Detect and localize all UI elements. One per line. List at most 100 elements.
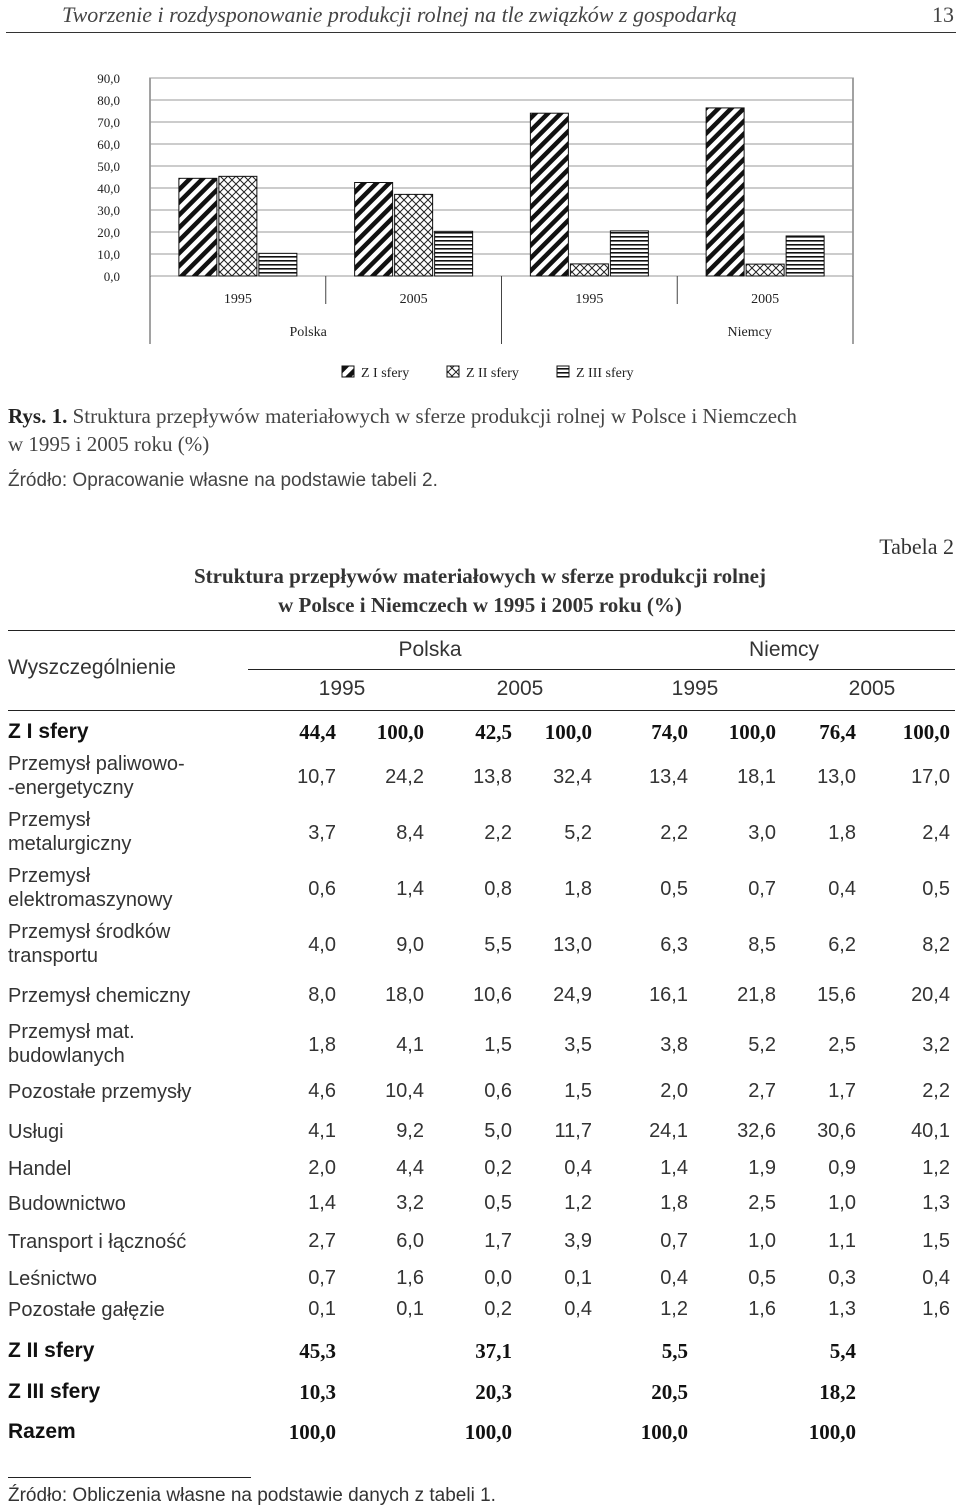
table-cell: 17,0 <box>911 766 950 788</box>
table-row-label-line: Przemysł paliwowo- <box>8 753 185 775</box>
header-rule <box>6 32 956 33</box>
table-source-rule <box>8 1477 251 1478</box>
table-cell: 3,0 <box>748 822 776 844</box>
table-cell: 1,5 <box>922 1230 950 1252</box>
table-cell: 3,8 <box>660 1034 688 1056</box>
table-cell: 0,6 <box>484 1080 512 1102</box>
table-row-label-line: metalurgiczny <box>8 833 132 855</box>
table-cell: 0,5 <box>922 878 950 900</box>
table-row-label: Usługi <box>8 1120 64 1144</box>
table-row-label: Przemysł elektromaszynowy <box>8 864 173 912</box>
country-header-niemcy: Niemcy <box>748 638 819 661</box>
table-row-label-line: Z II sfery <box>8 1339 95 1362</box>
table-cell: 18,2 <box>819 1380 856 1404</box>
table-cell: 2,5 <box>828 1034 856 1056</box>
table-row-label-line: Transport i łączność <box>8 1231 187 1253</box>
table-row-label-line: Z I sfery <box>8 720 89 743</box>
table-cell: 15,6 <box>817 984 856 1006</box>
bar <box>529 112 569 277</box>
table-cell: 24,9 <box>553 984 592 1006</box>
table-cell: 3,5 <box>564 1034 592 1056</box>
bar <box>354 182 394 277</box>
table-cell: 1,2 <box>564 1192 592 1214</box>
table-cell: 0,5 <box>748 1267 776 1289</box>
x-category-label: 1995 <box>224 292 252 307</box>
table-title: Struktura przepływów materiałowych w sfe… <box>0 562 960 620</box>
table-cell: 2,2 <box>660 822 688 844</box>
table-source: Źródło: Obliczenia własne na podstawie d… <box>8 1485 496 1506</box>
table-cell: 1,6 <box>922 1298 950 1320</box>
table-cell: 45,3 <box>299 1339 336 1363</box>
table-cell: 1,9 <box>748 1157 776 1179</box>
table-cell: 5,0 <box>484 1120 512 1142</box>
table-title-line2: w Polsce i Niemczech w 1995 i 2005 roku … <box>278 593 682 617</box>
table-row-label-line: Handel <box>8 1158 72 1180</box>
x-axis-category-labels: 1995 2005 1995 2005 Polska Niemcy <box>149 276 854 344</box>
table-cell: 1,8 <box>564 878 592 900</box>
table-cell: 74,0 <box>651 720 688 744</box>
table-row-label: Leśnictwo <box>8 1267 97 1291</box>
table-cell: 0,2 <box>484 1157 512 1179</box>
table-row-label: Transport i łączność <box>8 1230 186 1254</box>
table-row-label-line: transportu <box>8 945 99 967</box>
x-category-label: 2005 <box>751 292 779 307</box>
table-cell: 8,4 <box>396 822 424 844</box>
table-cell: 2,7 <box>308 1230 336 1252</box>
table-cell: 13,0 <box>553 934 592 956</box>
figure-caption: Rys. 1. Struktura przepływów materiałowy… <box>8 402 797 458</box>
table-row-label: Przemysł paliwowo- -energetyczny <box>8 752 185 800</box>
table-cell: 1,3 <box>922 1192 950 1214</box>
table-cell: 42,5 <box>475 720 512 744</box>
y-tick-label: 90,0 <box>97 71 120 86</box>
table-row-label: Pozostałe gałęzie <box>8 1298 165 1322</box>
table-row-label-line: Przemysł środków <box>8 921 171 943</box>
x-group-label: Niemcy <box>728 325 772 340</box>
table-cell: 1,2 <box>922 1157 950 1179</box>
table-cell: 32,4 <box>553 766 592 788</box>
table-cell: 32,6 <box>737 1120 776 1142</box>
bar <box>258 252 298 277</box>
table-cell: 37,1 <box>475 1339 512 1363</box>
table-cell: 100,0 <box>640 1420 688 1444</box>
table-row-label-line: Leśnictwo <box>8 1268 97 1290</box>
table-cell: 0,1 <box>308 1298 336 1320</box>
table-cell: 5,5 <box>661 1339 688 1363</box>
table-cell: 0,9 <box>828 1157 856 1179</box>
table-cell: 0,5 <box>484 1192 512 1214</box>
table-cell: 0,4 <box>828 878 856 900</box>
table-cell: 40,1 <box>911 1120 950 1142</box>
table-cell: 100,0 <box>808 1420 856 1444</box>
table-cell: 4,4 <box>396 1157 424 1179</box>
table-cell: 3,7 <box>308 822 336 844</box>
table-cell: 16,1 <box>649 984 688 1006</box>
table-cell: 0,4 <box>660 1267 688 1289</box>
bar <box>569 263 609 277</box>
table-stub-header: Wyszczególnienie <box>8 656 176 679</box>
table-row-label: Z III sfery <box>8 1380 100 1404</box>
table-cell: 76,4 <box>819 720 856 744</box>
table-cell: 100,0 <box>728 720 776 744</box>
table-row-label: Przemysł mat. budowlanych <box>8 1020 135 1068</box>
bar-chart: 0,010,020,030,040,050,060,070,080,090,0 … <box>97 71 854 381</box>
table-cell: 13,0 <box>817 766 856 788</box>
table-row-label: Przemysł chemiczny <box>8 984 190 1008</box>
table-cell: 0,7 <box>308 1267 336 1289</box>
table-row-label-line: Przemysł <box>8 865 91 887</box>
y-tick-label: 50,0 <box>97 159 120 174</box>
table-cell: 30,6 <box>817 1120 856 1142</box>
table-cell: 8,0 <box>308 984 336 1006</box>
table-row-label: Budownictwo <box>8 1192 126 1216</box>
table-cell: 100,0 <box>288 1420 336 1444</box>
table-cell: 0,6 <box>308 878 336 900</box>
table-cell: 1,4 <box>396 878 424 900</box>
table-cell: 5,4 <box>829 1339 856 1363</box>
table-cell: 0,8 <box>484 878 512 900</box>
table-cell: 3,2 <box>922 1034 950 1056</box>
table-cell: 13,8 <box>473 766 512 788</box>
table-cell: 5,2 <box>748 1034 776 1056</box>
table-row-label: Razem <box>8 1420 76 1444</box>
y-tick-label: 10,0 <box>97 247 120 262</box>
table-cell: 0,7 <box>748 878 776 900</box>
table-cell: 0,3 <box>828 1267 856 1289</box>
table-cell: 10,7 <box>297 766 336 788</box>
